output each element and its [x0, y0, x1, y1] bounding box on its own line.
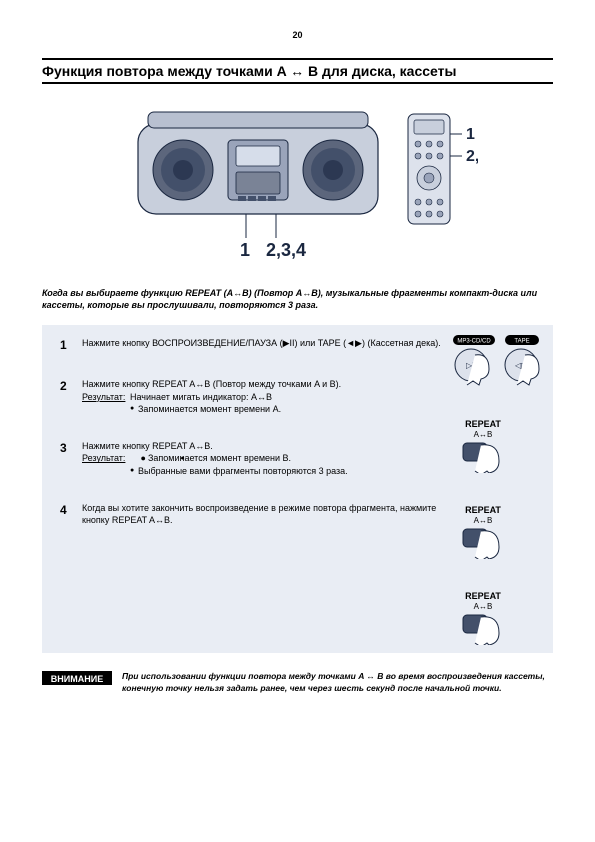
tape-label: TAPE — [514, 339, 529, 345]
remote-label-234: 2,3,4 — [466, 148, 478, 165]
attention-badge: ВНИМАНИЕ — [42, 671, 112, 685]
page: 20 Функция повтора между точками A ↔ B д… — [0, 0, 595, 842]
icon-mp3-tape-row: MP3-CD/CD ▷II TAPE ◁▷ — [453, 335, 543, 387]
svg-text:A↔B: A↔B — [474, 516, 493, 525]
step-text: Нажмите кнопку ВОСПРОИЗВЕДЕНИЕ/ПАУЗА (▶I… — [82, 338, 441, 348]
page-number: 20 — [42, 30, 553, 40]
step-number: 4 — [60, 502, 82, 527]
step-1: 1 Нажмите кнопку ВОСПРОИЗВЕДЕНИЕ/ПАУЗА (… — [60, 337, 453, 354]
icon-repeat-4: REPEAT A↔B — [453, 589, 543, 645]
step-4: 4 Когда вы хотите закончить воспроизведе… — [60, 502, 453, 527]
result-line: Начинает мигать индикатор: A↔B — [130, 392, 272, 402]
icon-repeat-3: REPEAT A↔B — [453, 503, 543, 559]
result-line: Выбранные вами фрагменты повторяются 3 р… — [82, 465, 453, 478]
icon-repeat-2: REPEAT A↔B — [453, 417, 543, 473]
intro-text: Когда вы выбираете функцию REPEAT (A↔B) … — [42, 287, 553, 311]
step-body: Нажмите кнопку REPEAT A↔B (Повтор между … — [82, 378, 453, 416]
step-body: Когда вы хотите закончить воспроизведени… — [82, 502, 453, 527]
step-body: Нажмите кнопку REPEAT A↔B. Результат: ●З… — [82, 440, 453, 478]
repeat-button-icon: REPEAT A↔B — [453, 417, 513, 473]
svg-text:REPEAT: REPEAT — [465, 591, 501, 601]
step-text: Нажмите кнопку REPEAT A↔B. — [82, 441, 213, 451]
step-text: Нажмите кнопку REPEAT A↔B (Повтор между … — [82, 379, 341, 389]
step-2: 2 Нажмите кнопку REPEAT A↔B (Повтор межд… — [60, 378, 453, 416]
result-line: ●Запоминается момент времени B. — [133, 453, 292, 463]
result-label: Результат: — [82, 452, 130, 465]
mp3-tape-icon: MP3-CD/CD ▷II TAPE ◁▷ — [453, 335, 543, 387]
step-number: 1 — [60, 337, 82, 354]
repeat-button-icon: REPEAT A↔B — [453, 503, 513, 559]
steps-panel: 1 Нажмите кнопку ВОСПРОИЗВЕДЕНИЕ/ПАУЗА (… — [42, 325, 553, 653]
step-body: Нажмите кнопку ВОСПРОИЗВЕДЕНИЕ/ПАУЗА (▶I… — [82, 337, 453, 354]
svg-text:A↔B: A↔B — [474, 602, 493, 611]
svg-text:REPEAT: REPEAT — [465, 419, 501, 429]
hero-illustration: 1 2,3,4 1 2,3,4 — [42, 104, 553, 269]
mp3-label: MP3-CD/CD — [457, 339, 491, 345]
step-number: 2 — [60, 378, 82, 416]
unit-label-234: 2,3,4 — [266, 240, 306, 260]
result-line: Запоминается момент времени A. — [82, 403, 453, 416]
side-icons: MP3-CD/CD ▷II TAPE ◁▷ REPEAT A↔B — [453, 335, 543, 675]
unit-label-1: 1 — [240, 240, 250, 260]
step-3: 3 Нажмите кнопку REPEAT A↔B. Результат: … — [60, 440, 453, 478]
repeat-button-icon: REPEAT A↔B — [453, 589, 513, 645]
step-number: 3 — [60, 440, 82, 478]
remote-label-1: 1 — [466, 126, 475, 143]
result-label: Результат: — [82, 391, 130, 404]
page-title: Функция повтора между точками A ↔ B для … — [42, 58, 553, 84]
step-text: Когда вы хотите закончить воспроизведени… — [82, 503, 436, 526]
svg-text:A↔B: A↔B — [474, 430, 493, 439]
svg-text:REPEAT: REPEAT — [465, 505, 501, 515]
device-illustration: 1 2,3,4 1 2,3,4 — [118, 104, 478, 264]
